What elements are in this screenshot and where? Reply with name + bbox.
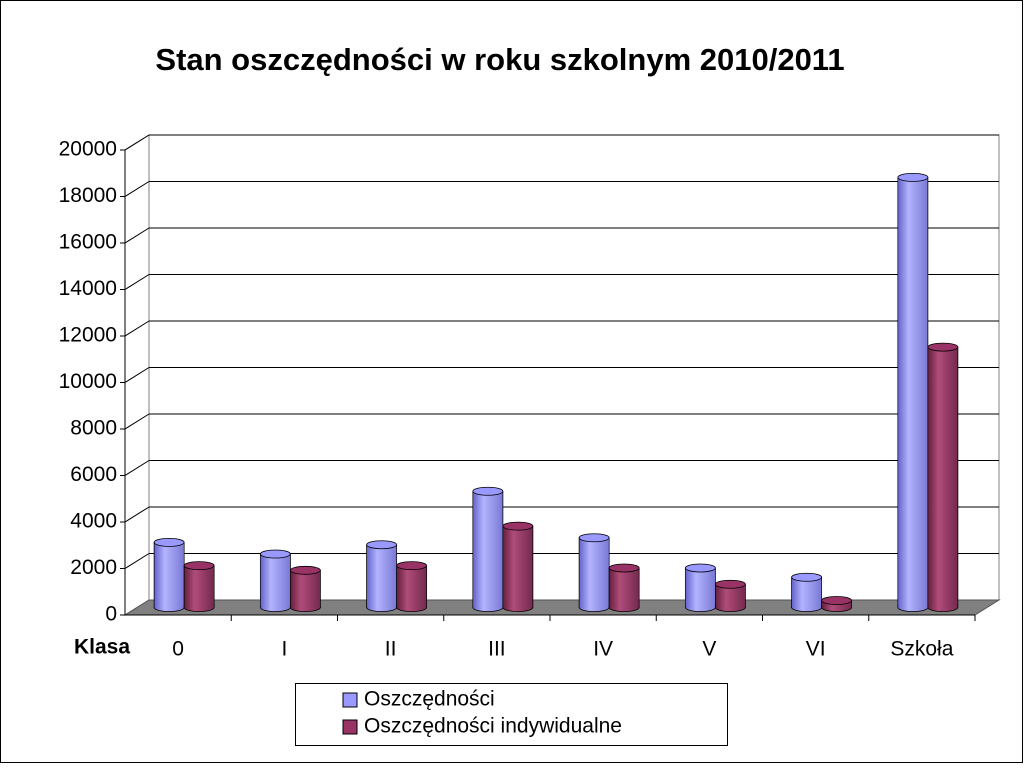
bar	[791, 572, 823, 612]
y-tick-label: 6000	[70, 463, 117, 486]
bar	[821, 596, 853, 612]
bar	[396, 561, 428, 612]
bar-top	[183, 561, 215, 571]
bar-top	[366, 540, 398, 550]
bar-top	[821, 596, 853, 605]
grid-line-side	[124, 413, 150, 430]
grid-line-side	[124, 367, 150, 383]
bar-cover	[609, 567, 639, 608]
bar	[259, 549, 291, 612]
legend-label: Oszczędności	[364, 688, 495, 711]
bar-top	[684, 563, 716, 573]
chart-title: Stan oszczędności w roku szkolnym 2010/2…	[155, 42, 844, 77]
bar-cover	[367, 544, 397, 608]
x-tick-label: Szkoła	[890, 638, 953, 661]
bar-cover	[260, 554, 290, 608]
bar-cover	[154, 542, 184, 608]
bar	[183, 561, 215, 612]
grid-line-side	[124, 506, 150, 523]
bar	[366, 540, 398, 612]
x-tick-label: I	[281, 638, 287, 661]
grid-line-side	[124, 274, 150, 290]
bar-top	[289, 565, 321, 575]
grid-line-side	[124, 134, 150, 151]
grid-line-side	[124, 320, 150, 337]
y-tick-label: 12000	[59, 324, 117, 347]
bar-top	[396, 561, 428, 571]
y-tick-label: 16000	[59, 231, 117, 254]
bar-top	[791, 572, 823, 582]
grid-line-side	[124, 227, 150, 244]
x-tick-label: VI	[806, 638, 826, 661]
legend-box	[295, 683, 728, 746]
bar-cover	[579, 537, 609, 608]
bar-top	[927, 342, 959, 352]
bar-cover	[290, 570, 320, 608]
bar	[289, 565, 321, 612]
x-tick-label: II	[385, 638, 397, 661]
bar-cover	[792, 577, 822, 608]
plot-area: 0 2000 4000 6000 8000 10000 12000 14000 16000 180…	[59, 134, 1001, 661]
bar	[472, 486, 504, 612]
bar-top	[259, 549, 291, 559]
bar-top	[502, 521, 534, 531]
bar-top	[578, 533, 610, 543]
bar-cover	[685, 567, 715, 608]
x-axis-title: Klasa	[74, 636, 130, 659]
grid-line-side	[124, 460, 150, 476]
bar	[714, 579, 746, 612]
bar-cover	[503, 526, 533, 608]
bar	[927, 342, 959, 612]
bar-cover	[184, 565, 214, 608]
bar	[897, 172, 929, 612]
floor	[123, 599, 1001, 616]
y-tick-label: 4000	[70, 510, 117, 533]
bar	[578, 533, 610, 612]
x-tick-label: 0	[172, 638, 184, 661]
x-tick-label: IV	[593, 638, 613, 661]
bar-cover	[928, 347, 958, 608]
grid-line-side	[124, 553, 150, 569]
x-tick-label: III	[488, 638, 506, 661]
bar	[153, 538, 185, 612]
y-tick-label: 20000	[59, 138, 117, 161]
bar-top	[608, 563, 640, 573]
bar	[502, 521, 534, 612]
legend: Oszczędności Oszczędności indywidualne	[295, 683, 728, 746]
y-tick-label: 18000	[59, 184, 117, 207]
y-tick-label: 14000	[59, 277, 117, 300]
grid-line-side	[124, 181, 150, 197]
bar-cover	[715, 584, 745, 608]
y-tick-label: 2000	[70, 556, 117, 579]
bar	[684, 563, 716, 612]
y-tick-label: 10000	[59, 370, 117, 393]
x-tick-label: V	[702, 638, 716, 661]
bar-cover	[473, 491, 503, 608]
legend-label: Oszczędności indywidualne	[364, 715, 622, 738]
legend-swatch	[342, 692, 358, 708]
y-tick-label: 0	[105, 603, 117, 626]
y-tick-label: 8000	[70, 417, 117, 440]
legend-swatch	[342, 719, 358, 735]
bar-top	[897, 172, 929, 182]
bar-cover	[898, 177, 928, 608]
bar-cover	[397, 565, 427, 608]
bar-top	[472, 486, 504, 496]
bar-top	[714, 579, 746, 589]
bar-top	[153, 538, 185, 547]
bar	[608, 563, 640, 612]
